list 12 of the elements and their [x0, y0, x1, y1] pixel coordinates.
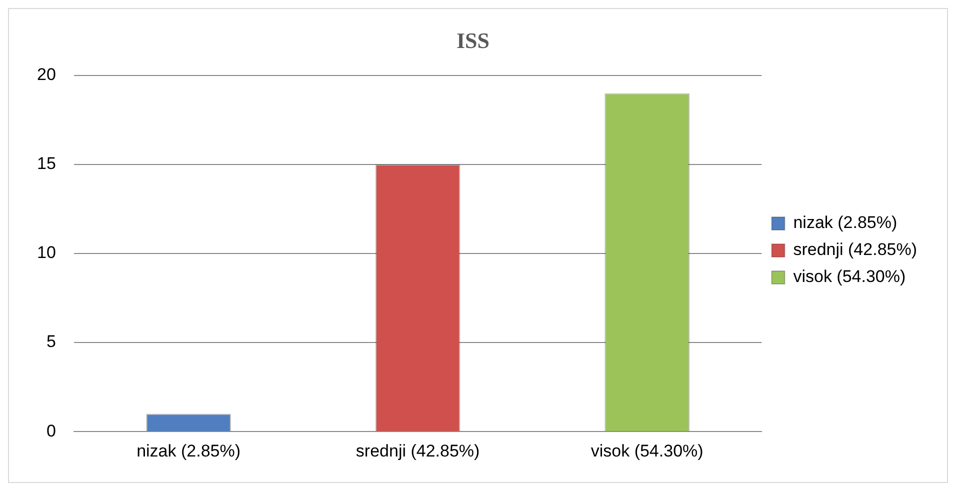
legend-label: srednji (42.85%)	[793, 240, 917, 260]
x-tick-label: visok (54.30%)	[590, 441, 704, 460]
legend-label: nizak (2.85%)	[793, 213, 898, 232]
y-tick-label: 20	[36, 65, 56, 84]
y-tick-label: 10	[36, 243, 56, 262]
y-tick-label: 15	[36, 154, 56, 174]
x-tick-label: nizak (2.85%)	[136, 441, 241, 460]
chart-title: ISS	[456, 28, 490, 53]
y-tick-label: 5	[46, 332, 56, 352]
y-tick-label: 0	[46, 421, 56, 440]
legend-label: visok (54.30%)	[793, 267, 906, 286]
x-tick-label: srednji (42.85%)	[356, 441, 480, 460]
